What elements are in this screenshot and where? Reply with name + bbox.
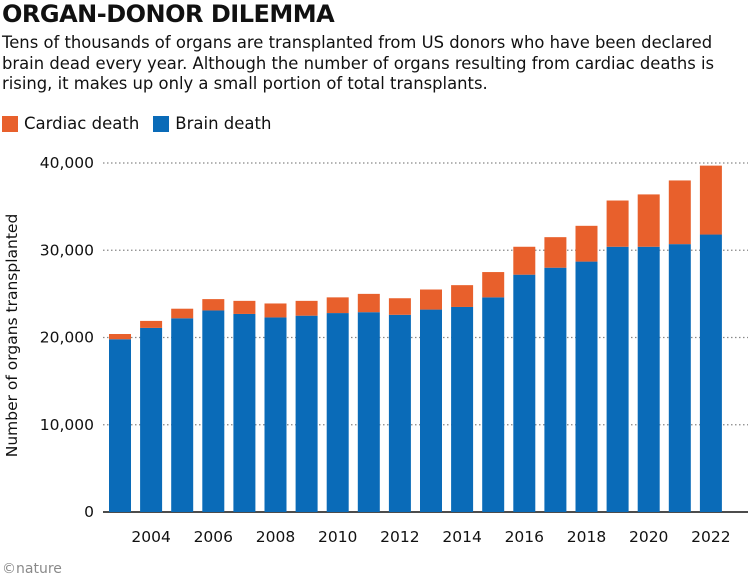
x-tick-label: 2020: [629, 528, 668, 546]
legend: Cardiac death Brain death: [2, 114, 285, 133]
bar-cardiac-death: [544, 237, 567, 268]
legend-swatch-brain: [153, 115, 170, 132]
legend-swatch-cardiac: [2, 115, 18, 132]
bar-brain-death: [388, 314, 411, 512]
bar-brain-death: [482, 297, 505, 512]
bar-cardiac-death: [606, 200, 629, 247]
bar-cardiac-death: [140, 320, 163, 328]
x-tick-label: 2016: [505, 528, 544, 546]
bar-brain-death: [233, 313, 256, 512]
bar-cardiac-death: [420, 289, 442, 310]
y-tick-label: 10,000: [40, 416, 94, 434]
bar-cardiac-death: [326, 297, 349, 314]
bar-cardiac-death: [513, 246, 536, 275]
bar-cardiac-death: [109, 334, 131, 340]
y-tick-label: 30,000: [40, 241, 94, 259]
bar-brain-death: [575, 261, 598, 512]
bar-cardiac-death: [295, 300, 318, 316]
x-tick-label: 2004: [131, 528, 170, 546]
legend-item-brain: Brain death: [153, 114, 271, 133]
bar-brain-death: [357, 312, 380, 512]
x-tick-label: 2018: [567, 528, 606, 546]
bar-cardiac-death: [171, 308, 194, 319]
bar-cardiac-death: [668, 180, 691, 245]
bar-cardiac-death: [451, 285, 474, 307]
bar-cardiac-death: [233, 300, 256, 314]
legend-item-cardiac: Cardiac death: [2, 114, 139, 133]
x-tick-label: 2012: [380, 528, 419, 546]
bar-brain-death: [326, 313, 349, 512]
chart-subtitle: Tens of thousands of organs are transpla…: [2, 33, 715, 93]
bar-brain-death: [202, 310, 225, 512]
x-tick-label: 2008: [256, 528, 295, 546]
y-tick-label: 40,000: [40, 154, 94, 172]
bar-brain-death: [140, 327, 163, 512]
x-tick-label: 2010: [318, 528, 357, 546]
bar-cardiac-death: [388, 298, 411, 315]
bar-cardiac-death: [357, 293, 380, 313]
bar-brain-death: [637, 246, 660, 512]
credit-logo: ©nature: [2, 561, 62, 577]
bar-brain-death: [668, 244, 691, 512]
bar-cardiac-death: [637, 194, 660, 247]
bar-brain-death: [451, 306, 474, 512]
bar-cardiac-death: [202, 299, 225, 311]
bar-cardiac-death: [482, 272, 505, 298]
legend-label-brain: Brain death: [175, 114, 272, 133]
bar-cardiac-death: [264, 303, 287, 318]
bar-cardiac-death: [575, 225, 598, 262]
y-tick-label: 20,000: [40, 329, 94, 347]
bar-brain-death: [606, 246, 629, 512]
bar-brain-death: [513, 274, 536, 512]
bar-brain-death: [171, 318, 194, 512]
bar-brain-death: [295, 315, 318, 512]
chart-title: ORGAN-DONOR DILEMMA: [2, 0, 335, 28]
bar-cardiac-death: [699, 165, 722, 235]
x-tick-label: 2006: [194, 528, 233, 546]
bar-brain-death: [109, 339, 131, 512]
x-tick-label: 2022: [691, 528, 730, 546]
x-tick-label: 2014: [442, 528, 481, 546]
bar-brain-death: [264, 317, 287, 512]
bar-brain-death: [699, 234, 722, 513]
legend-label-cardiac: Cardiac death: [24, 114, 140, 133]
bar-brain-death: [544, 267, 567, 512]
bar-brain-death: [420, 309, 442, 512]
y-axis-label: Number of organs transplanted: [3, 214, 21, 458]
y-tick-label: 0: [84, 503, 94, 521]
